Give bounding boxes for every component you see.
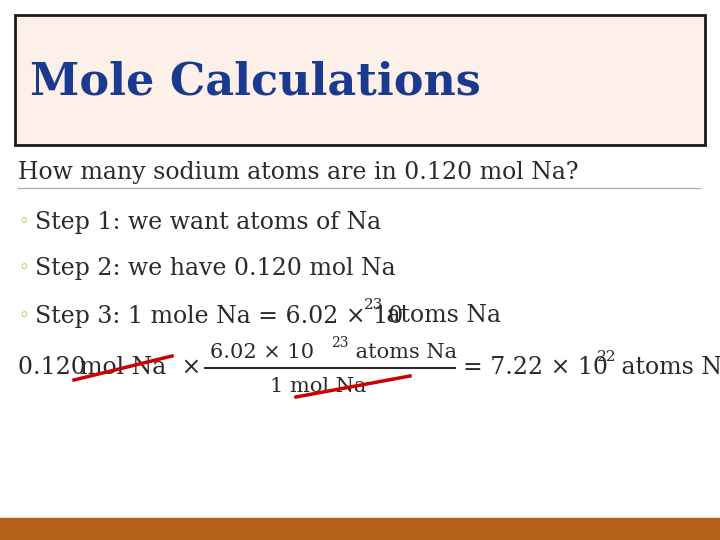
Text: ◦: ◦ [18,259,29,277]
Text: Step 1: we want atoms of Na: Step 1: we want atoms of Na [35,211,381,233]
Text: 22: 22 [597,350,616,364]
Text: Mole Calculations: Mole Calculations [30,60,481,104]
Bar [0,518,720,540]
Text: atoms Na: atoms Na [379,305,501,327]
FancyBboxPatch shape [15,15,705,145]
Text: 6.02 × 10: 6.02 × 10 [210,342,314,361]
Text: atoms Na: atoms Na [614,356,720,380]
Text: 0.120: 0.120 [18,356,94,380]
Text: Step 2: we have 0.120 mol Na: Step 2: we have 0.120 mol Na [35,256,395,280]
Text: ◦: ◦ [18,213,29,231]
Text: mol Na: mol Na [80,356,166,380]
Text: = 7.22 × 10: = 7.22 × 10 [463,356,608,380]
Text: How many sodium atoms are in 0.120 mol Na?: How many sodium atoms are in 0.120 mol N… [18,161,578,185]
Text: 23: 23 [364,298,383,312]
Text: atoms Na: atoms Na [349,342,457,361]
Text: ×: × [174,356,202,380]
Text: ◦: ◦ [18,307,29,325]
Text: 1 mol Na: 1 mol Na [270,377,366,396]
Text: 23: 23 [331,336,348,350]
Text: Step 3: 1 mole Na = 6.02 × 10: Step 3: 1 mole Na = 6.02 × 10 [35,305,403,327]
